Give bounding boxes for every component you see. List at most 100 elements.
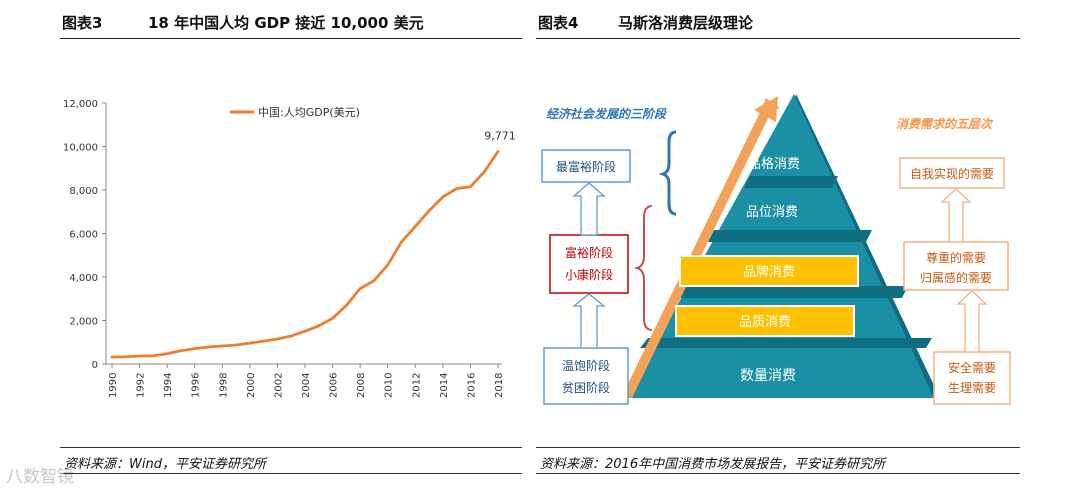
right-source-rule bbox=[536, 447, 1020, 448]
brand-tier-box bbox=[679, 255, 859, 287]
gdp-data-point bbox=[414, 225, 417, 228]
need-self-actualization: 自我实现的需要 bbox=[910, 166, 994, 181]
brace-middle bbox=[633, 205, 653, 331]
need-up-arrows bbox=[940, 188, 988, 353]
maslow-pyramid-diagram: 品格消费 品位消费 品牌消费 品质消费 数量消费 经济社会发展的三阶段 最富裕阶… bbox=[541, 94, 1011, 405]
gdp-data-point bbox=[303, 329, 307, 333]
stage-poverty: 贫困阶段 bbox=[562, 380, 610, 395]
stage-box-affluent bbox=[549, 234, 629, 294]
gdp-data-point bbox=[165, 352, 169, 355]
right-panel-label: 图表4 bbox=[538, 14, 579, 32]
y-tick-label: 6,000 bbox=[69, 230, 98, 241]
gdp-data-point bbox=[290, 334, 293, 338]
gdp-line-chart: 0 2,000 4,000 6,000 8,000 10,000 12,000 1990 199… bbox=[63, 99, 516, 398]
left-title-rule bbox=[60, 38, 522, 39]
gdp-data-point bbox=[400, 240, 403, 244]
gdp-data-point bbox=[193, 347, 196, 350]
need-safety: 安全需要 bbox=[948, 360, 996, 375]
gdp-data-point bbox=[207, 345, 210, 349]
x-tick-label: 2000 bbox=[246, 373, 257, 398]
tier-label-quality: 品质消费 bbox=[739, 315, 791, 330]
tier-label-character: 品格消费 bbox=[748, 156, 800, 172]
stage-box-subsistence bbox=[543, 347, 629, 405]
y-tick-label: 4,000 bbox=[69, 273, 98, 284]
tier-label-quantity: 数量消费 bbox=[740, 368, 796, 384]
gdp-series-line bbox=[110, 150, 500, 359]
watermark-text: 八数智镜 bbox=[6, 467, 74, 487]
gdp-data-point bbox=[427, 209, 431, 212]
stage-moderate: 小康阶段 bbox=[565, 267, 613, 282]
x-tick-label: 2006 bbox=[329, 373, 340, 398]
gdp-data-point bbox=[441, 195, 445, 199]
need-box-esteem-belonging bbox=[903, 241, 1009, 291]
x-tick-label: 2016 bbox=[466, 373, 477, 398]
gdp-data-point bbox=[317, 324, 320, 328]
right-title-rule bbox=[536, 38, 1020, 39]
growth-arrow-head bbox=[754, 96, 778, 122]
gdp-data-point bbox=[221, 344, 224, 348]
gdp-data-point bbox=[262, 339, 265, 343]
pyramid-tier-separators bbox=[640, 176, 932, 348]
pyramid-shadow-face bbox=[794, 94, 940, 398]
gdp-data-point bbox=[358, 287, 362, 290]
gdp-data-point bbox=[372, 279, 376, 282]
gdp-data-point bbox=[110, 355, 114, 359]
x-tick-label: 1994 bbox=[163, 373, 174, 398]
right-bottom-rule bbox=[536, 473, 1020, 474]
gdp-data-point bbox=[138, 354, 141, 358]
last-value-annotation: 9,771 bbox=[484, 129, 516, 142]
stage-richest: 最富裕阶段 bbox=[556, 159, 616, 174]
need-belonging: 归属感的需要 bbox=[920, 270, 992, 285]
x-tick-label: 2014 bbox=[439, 373, 450, 398]
needs-header: 消费需求的五层次 bbox=[896, 117, 994, 131]
x-tick-label: 1992 bbox=[136, 373, 147, 398]
y-tick-label: 2,000 bbox=[69, 317, 98, 328]
gdp-data-point bbox=[179, 349, 183, 352]
left-source-rule bbox=[60, 447, 522, 448]
y-tick-label: 10,000 bbox=[63, 143, 98, 154]
x-tick-label: 1990 bbox=[108, 373, 119, 398]
stage-header: 经济社会发展的三阶段 bbox=[546, 107, 668, 121]
x-tick-label: 2010 bbox=[384, 373, 395, 398]
gdp-data-point bbox=[124, 355, 127, 358]
x-tick-label: 2018 bbox=[494, 373, 505, 398]
x-tick-label: 2004 bbox=[301, 373, 312, 398]
x-tick-label: 2002 bbox=[273, 373, 284, 398]
stage-affluent: 富裕阶段 bbox=[565, 245, 613, 260]
stage-subsistence: 温饱阶段 bbox=[562, 358, 610, 373]
brace-top bbox=[658, 130, 677, 216]
left-panel-title: 18 年中国人均 GDP 接近 10,000 美元 bbox=[148, 14, 424, 32]
right-panel-title: 马斯洛消费层级理论 bbox=[618, 14, 754, 32]
quality-tier-box bbox=[675, 305, 855, 337]
y-tick-label: 0 bbox=[92, 360, 98, 371]
gdp-data-point bbox=[248, 341, 252, 345]
gdp-data-point bbox=[345, 304, 348, 307]
stage-box-richest bbox=[541, 149, 631, 183]
stage-up-arrows bbox=[572, 182, 606, 349]
x-tick-label: 1996 bbox=[191, 373, 202, 398]
gdp-data-point bbox=[331, 317, 334, 320]
x-tick-label: 2012 bbox=[411, 373, 422, 398]
gdp-data-point bbox=[455, 187, 458, 190]
y-tick-label: 8,000 bbox=[69, 186, 98, 197]
need-box-self-actualization bbox=[899, 157, 1005, 189]
y-tick-label: 12,000 bbox=[63, 99, 98, 110]
pyramid-body bbox=[626, 94, 934, 398]
tier-label-taste: 品位消费 bbox=[746, 205, 798, 220]
gdp-data-point bbox=[152, 354, 155, 358]
left-panel-label: 图表3 bbox=[62, 14, 103, 32]
gdp-data-point bbox=[386, 263, 389, 267]
need-physiological: 生理需要 bbox=[948, 381, 996, 395]
gdp-data-point bbox=[276, 337, 279, 341]
left-source-text: 资料来源：Wind，平安证券研究所 bbox=[64, 457, 266, 472]
gdp-data-point bbox=[469, 185, 472, 189]
need-esteem: 尊重的需要 bbox=[926, 250, 986, 265]
growth-arrow bbox=[622, 98, 780, 398]
need-box-safety-physiological bbox=[933, 351, 1011, 405]
legend-label: 中国:人均GDP(美元) bbox=[258, 106, 360, 119]
gdp-data-point bbox=[496, 150, 500, 153]
x-tick-label: 2008 bbox=[356, 373, 367, 398]
tier-label-brand: 品牌消费 bbox=[743, 264, 795, 280]
x-tick-label: 1998 bbox=[218, 373, 229, 398]
left-bottom-rule bbox=[60, 473, 522, 474]
